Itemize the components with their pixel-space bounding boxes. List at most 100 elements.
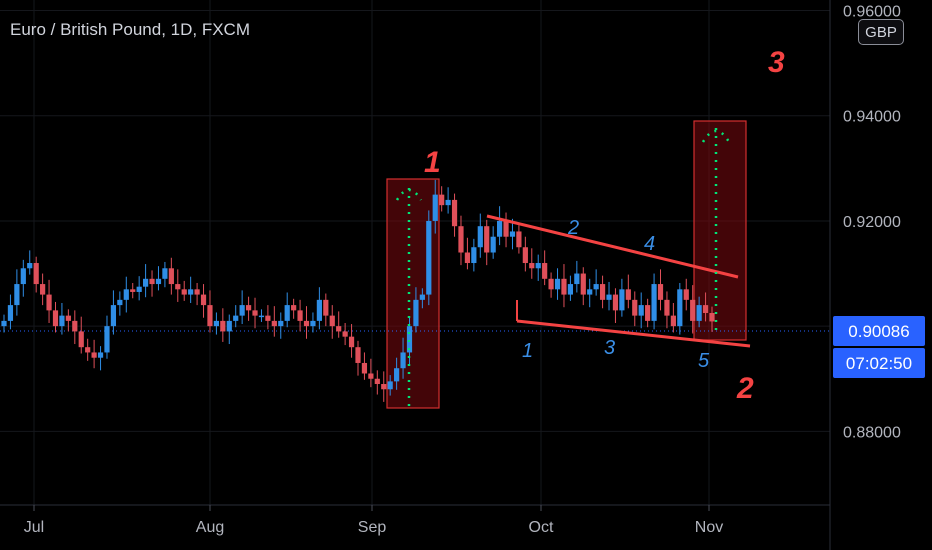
candle-body: [117, 299, 123, 306]
candle-body: [239, 305, 245, 316]
y-tick-label: 0.94000: [843, 109, 901, 126]
candle-body: [612, 294, 619, 311]
candle-body: [683, 289, 689, 300]
candle-body: [368, 373, 374, 379]
candle-body: [374, 378, 380, 385]
candle-body: [72, 320, 78, 332]
wave-label-5: 5: [698, 350, 710, 372]
x-tick-label: Nov: [695, 519, 723, 536]
candle-body: [400, 352, 406, 369]
candle-body: [188, 289, 194, 295]
annotation-labels: 1 2 3: [424, 46, 785, 405]
candle-body: [702, 305, 709, 313]
candle-body: [387, 381, 393, 390]
candle-body: [490, 236, 496, 253]
wave-label-2: 2: [567, 217, 579, 239]
candle-body: [91, 352, 97, 358]
candle-body: [664, 299, 670, 316]
candle-body: [194, 289, 200, 295]
target-arrow-1-head: [395, 188, 423, 201]
countdown-badge: [833, 348, 925, 378]
candle-body: [696, 305, 702, 321]
candle-body: [78, 331, 84, 348]
candle-body: [619, 289, 625, 311]
candle-body: [651, 284, 657, 321]
candle-body: [136, 286, 142, 292]
candle-body: [316, 299, 322, 321]
candle-body: [587, 289, 593, 295]
candle-body: [535, 263, 541, 269]
candle-body: [599, 284, 606, 300]
grid-lines: [0, 0, 830, 505]
candle-body: [33, 263, 39, 285]
y-tick-label: 0.96000: [843, 4, 901, 21]
candle-body: [110, 305, 117, 327]
candle-body: [471, 247, 477, 264]
candle-body: [516, 231, 522, 248]
candle-body: [439, 194, 445, 206]
candle-body: [593, 284, 599, 290]
candle-body: [226, 320, 232, 332]
candle-body: [291, 305, 297, 311]
candle-body: [567, 284, 573, 295]
candle-body: [677, 289, 683, 327]
candle-body: [464, 252, 471, 264]
candle-body: [46, 294, 52, 311]
candle-body: [554, 278, 561, 290]
candle-body: [329, 315, 335, 327]
candle-body: [419, 294, 425, 300]
candle-body: [130, 289, 136, 292]
candle-body: [606, 294, 612, 300]
candle-body: [451, 199, 458, 227]
candle-body: [561, 278, 567, 295]
candle-body: [548, 278, 554, 290]
candle-body: [233, 315, 239, 321]
candle-body: [149, 278, 155, 285]
candle-body: [657, 284, 664, 300]
candle-body: [168, 268, 174, 285]
candle-body: [271, 320, 277, 327]
candle-body: [426, 220, 432, 295]
candle-body: [245, 305, 252, 311]
candle-body: [361, 362, 368, 374]
x-tick-label: Sep: [358, 519, 387, 536]
candle-body: [303, 320, 310, 327]
candle-body: [213, 320, 219, 327]
y-tick-label: 0.92000: [843, 214, 901, 231]
candle-body: [181, 289, 187, 295]
annotation-label-3: 3: [768, 46, 785, 79]
candle-body: [59, 315, 65, 327]
candle-body: [625, 289, 631, 300]
candle-body: [509, 231, 516, 237]
x-tick-label: Aug: [196, 519, 224, 536]
candle-body: [278, 320, 284, 327]
target-zone: [693, 120, 747, 341]
annotation-label-1: 1: [424, 146, 441, 179]
chart-title: Euro / British Pound, 1D, FXCM: [10, 20, 250, 39]
candle-body: [200, 294, 207, 306]
currency-button[interactable]: GBP: [858, 19, 904, 45]
x-tick-label: Oct: [529, 519, 554, 536]
last-price-value: 0.90086: [848, 322, 909, 341]
wedge-lower-trendline: [516, 319, 751, 348]
candle-body: [20, 268, 26, 285]
candle-body: [155, 278, 162, 285]
candle-body: [14, 284, 20, 306]
candle-body: [522, 247, 528, 264]
candle-body: [477, 226, 483, 248]
wave-label-1: 1: [522, 340, 533, 362]
wave-labels: 1 2 3 4 5: [522, 217, 710, 372]
candle-body: [342, 331, 348, 337]
candle-body: [27, 263, 33, 269]
wedge-lines: [486, 214, 751, 348]
candle-body: [580, 273, 586, 295]
candle-body: [310, 320, 316, 327]
last-price-badge: [833, 316, 925, 346]
target-arrows: [395, 128, 731, 406]
candle-body: [104, 326, 110, 353]
candle-body: [7, 305, 14, 321]
candle-body: [445, 199, 451, 206]
target-arrow-2-head: [701, 129, 731, 143]
